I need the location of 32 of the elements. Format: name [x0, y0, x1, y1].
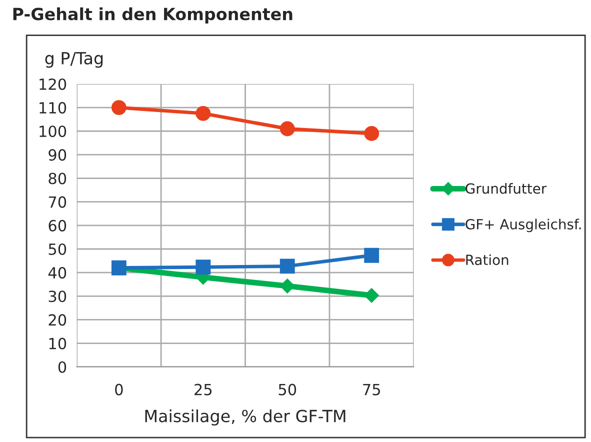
- x-tick-label: 50: [278, 384, 296, 396]
- y-tick-label: 110: [40, 102, 66, 114]
- y-tick-label: 100: [40, 126, 66, 138]
- point: [364, 126, 380, 141]
- y-tick-label: 90: [48, 149, 66, 161]
- legend-label: Ration: [466, 254, 508, 266]
- chart-title: P-Gehalt in den Komponenten: [13, 7, 292, 24]
- y-tick-label: 60: [48, 220, 66, 232]
- y-tick-label: 50: [48, 243, 66, 256]
- y-tick-label: 70: [48, 196, 66, 208]
- y-tick-label: 20: [48, 314, 66, 326]
- legend-label: GF+ Ausgleichsf.: [466, 218, 581, 232]
- point: [280, 121, 295, 136]
- y-axis-title: g P/Tag: [45, 52, 103, 68]
- x-axis-title: Maissilage, % der GF-TM: [145, 409, 346, 426]
- x-tick-label: 0: [115, 384, 123, 396]
- legend-label: Grundfutter: [466, 183, 547, 194]
- point: [364, 288, 379, 303]
- x-tick-label: 75: [363, 384, 380, 396]
- y-tick-label: 0: [58, 361, 66, 373]
- y-tick-label: 10: [49, 338, 66, 350]
- y-tick-label: 80: [48, 172, 66, 184]
- x-tick-label: 25: [194, 384, 212, 396]
- y-tick-label: 40: [48, 267, 66, 279]
- point: [280, 258, 295, 274]
- point: [364, 248, 380, 263]
- point: [111, 100, 126, 116]
- point: [196, 260, 211, 275]
- y-tick-label: 30: [48, 290, 66, 302]
- y-tick-label: 120: [40, 78, 66, 90]
- point: [196, 106, 211, 121]
- point: [280, 278, 295, 294]
